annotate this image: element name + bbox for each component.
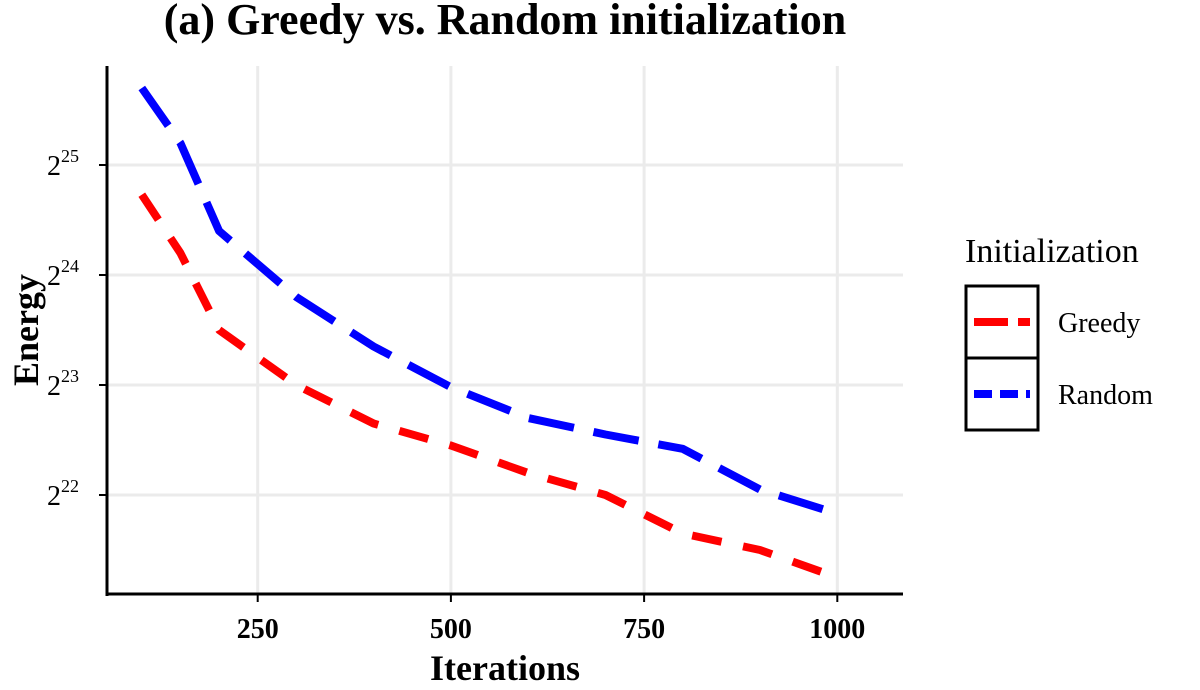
legend-title: Initialization bbox=[965, 233, 1139, 270]
grid bbox=[107, 66, 903, 594]
y-tick-label: 222 bbox=[47, 476, 79, 512]
y-tick-label: 224 bbox=[47, 256, 79, 292]
y-axis-title: Energy bbox=[6, 274, 46, 386]
x-ticks: 250 500 750 1000 bbox=[237, 594, 865, 645]
legend-label-random: Random bbox=[1058, 380, 1153, 411]
series-line-random bbox=[138, 85, 839, 518]
x-axis-title: Iterations bbox=[430, 648, 580, 688]
series-line-greedy bbox=[138, 192, 839, 582]
legend-label-greedy: Greedy bbox=[1058, 308, 1140, 339]
x-tick-label: 500 bbox=[430, 614, 472, 645]
x-tick-label: 250 bbox=[237, 614, 279, 645]
chart-title: (a) Greedy vs. Random initialization bbox=[164, 0, 846, 44]
y-tick-label: 225 bbox=[47, 146, 79, 182]
y-tick-label: 223 bbox=[47, 366, 79, 402]
legend: Initialization Greedy Random bbox=[964, 233, 1153, 432]
x-tick-label: 1000 bbox=[809, 614, 865, 645]
x-tick-label: 750 bbox=[623, 614, 665, 645]
y-ticks: 222 223 224 225 bbox=[47, 146, 107, 512]
series-layer bbox=[138, 85, 839, 582]
axes bbox=[105, 66, 903, 596]
